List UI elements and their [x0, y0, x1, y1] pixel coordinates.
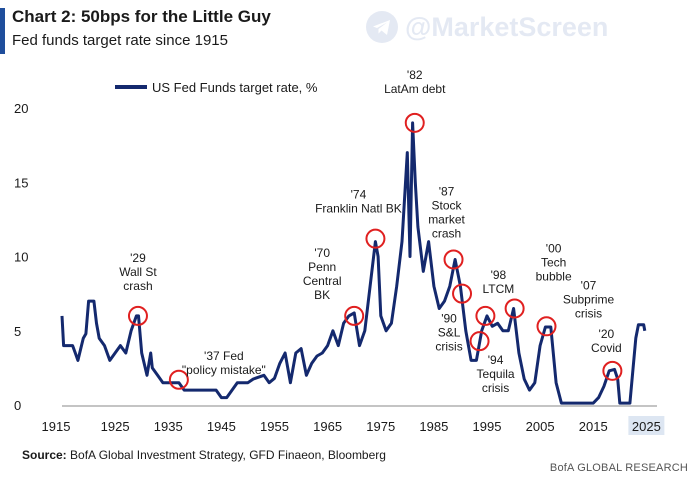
x-tick-label: 2005 — [526, 419, 555, 434]
annotation-label: '82 LatAm debt — [384, 68, 446, 96]
annotation-label: '90 S&L crisis — [435, 312, 462, 354]
annotation-label: '00 Tech bubble — [536, 241, 572, 283]
y-tick-label: 20 — [14, 101, 28, 116]
annotation-marker — [344, 305, 365, 326]
annotation-marker — [443, 249, 464, 270]
annotation-marker — [127, 305, 148, 326]
telegram-icon — [366, 11, 398, 43]
chart-subtitle: Fed funds target rate since 1915 — [12, 32, 228, 49]
annotation-label: '74 Franklin Natl BK — [315, 188, 402, 216]
legend-label: US Fed Funds target rate, % — [152, 80, 318, 95]
annotation-marker — [452, 283, 473, 304]
x-tick-label: 1915 — [42, 419, 71, 434]
annotation-label: '87 Stock market crash — [428, 184, 465, 240]
annotation-marker — [475, 305, 496, 326]
research-credit: BofA GLOBAL RESEARCH — [549, 462, 688, 474]
annotation-marker — [168, 369, 189, 390]
x-tick-label: 1995 — [473, 419, 502, 434]
annotation-label: '98 LTCM — [483, 268, 515, 296]
source-text: BofA Global Investment Strategy, GFD Fin… — [66, 448, 386, 462]
annotation-marker — [536, 316, 557, 337]
watermark: @MarketScreen — [365, 10, 608, 44]
annotation-marker — [602, 360, 623, 381]
x-tick-label: 2015 — [579, 419, 608, 434]
annotation-label: '07 Subprime crisis — [563, 278, 615, 320]
x-tick-label: 2025 — [632, 419, 661, 434]
annotation-marker — [469, 331, 490, 352]
y-tick-label: 15 — [14, 175, 28, 190]
x-tick-label: 1975 — [366, 419, 395, 434]
x-tick-label: 1955 — [260, 419, 289, 434]
annotation-label: '37 Fed "policy mistake" — [182, 349, 266, 377]
y-tick-label: 10 — [14, 250, 28, 265]
annotation-marker — [504, 298, 525, 319]
annotation-marker — [365, 228, 386, 249]
x-tick-label: 1985 — [419, 419, 448, 434]
source-label: Source: — [22, 448, 67, 462]
x-tick-highlight — [628, 416, 665, 435]
source-note: Source: BofA Global Investment Strategy,… — [22, 448, 386, 462]
annotation-label: '70 Penn Central BK — [303, 246, 342, 302]
annotation-marker — [404, 112, 425, 133]
y-tick-label: 0 — [14, 398, 21, 413]
chart-title: Chart 2: 50bps for the Little Guy — [12, 7, 271, 26]
annotation-label: '20 Covid — [591, 327, 622, 355]
accent-bar — [0, 8, 5, 54]
x-tick-label: 1945 — [207, 419, 236, 434]
annotation-label: '29 Wall St crash — [119, 251, 157, 293]
series-line — [60, 121, 647, 405]
y-tick-label: 5 — [14, 324, 21, 339]
annotation-label: '94 Tequila crisis — [477, 353, 515, 395]
x-tick-label: 1965 — [313, 419, 342, 434]
watermark-text: @MarketScreen — [405, 11, 609, 42]
x-tick-label: 1935 — [154, 419, 183, 434]
x-tick-label: 1925 — [101, 419, 130, 434]
